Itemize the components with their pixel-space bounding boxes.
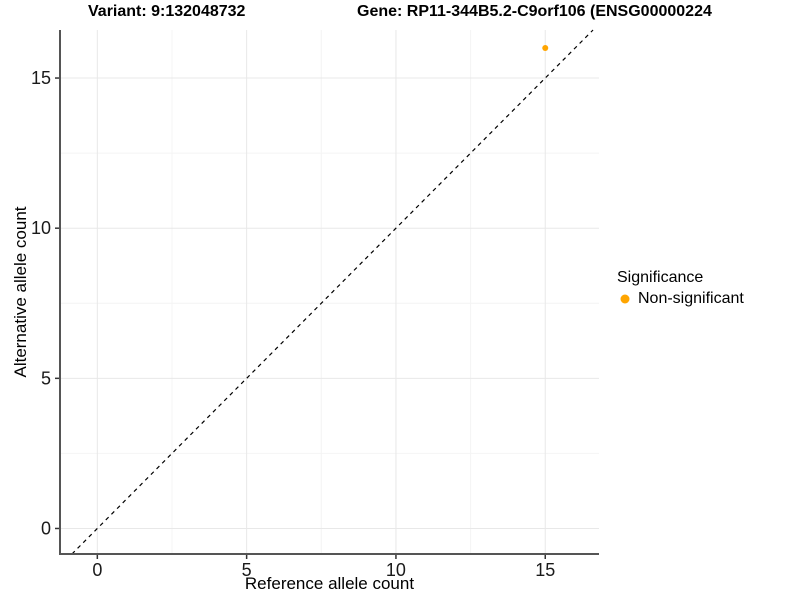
y-tick-label: 0 [41, 518, 51, 538]
y-axis-title: Alternative allele count [11, 206, 30, 378]
identity-reference-line [71, 29, 594, 555]
x-tick-label: 5 [242, 560, 252, 580]
legend: Significance Non-significant [617, 269, 744, 308]
x-tick-label: 15 [535, 560, 555, 580]
x-axis-title: Reference allele count [244, 574, 415, 593]
variant-title: Variant: 9:132048732 [88, 3, 246, 20]
y-tick-label: 10 [31, 218, 51, 238]
y-tick-label: 15 [31, 68, 51, 88]
x-tick-label: 0 [92, 560, 102, 580]
gene-title: Gene: RP11-344B5.2-C9orf106 (ENSG0000022… [357, 3, 712, 20]
y-tick-label: 5 [41, 368, 51, 388]
legend-item-label: Non-significant [638, 290, 744, 307]
x-tick-label: 10 [386, 560, 406, 580]
legend-point-icon [620, 294, 630, 304]
data-point [542, 45, 549, 52]
legend-item: Non-significant [619, 290, 744, 308]
legend-title: Significance [617, 269, 704, 286]
